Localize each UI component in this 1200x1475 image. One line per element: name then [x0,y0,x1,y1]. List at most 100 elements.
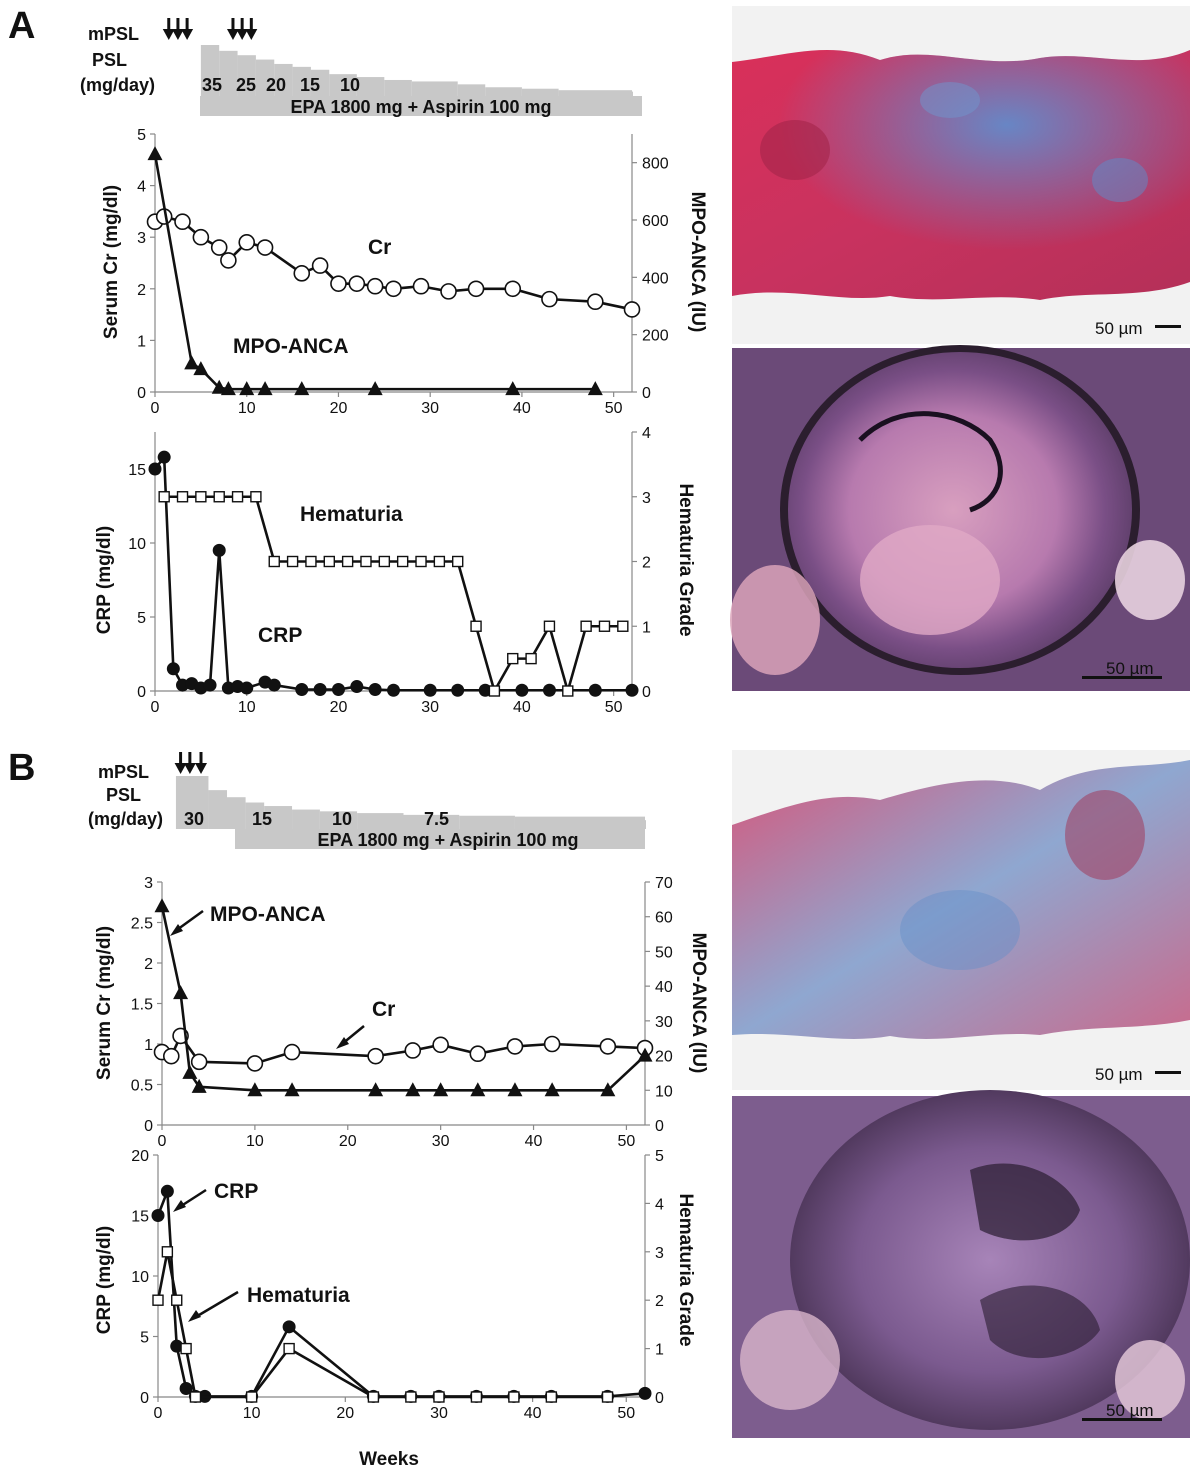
b-top-scale-label: 50 µm [1095,1065,1143,1084]
b-bottom-scale-bar [1082,1418,1162,1421]
psl-taper-bars-a [200,45,633,96]
a-bottom-scale-bar [1082,676,1162,679]
b-bottom-right-axis-title: Hematuria Grade [675,1193,696,1346]
b-crp-series-label: CRP [214,1180,258,1203]
psl-step-bar [485,87,522,96]
cr-point [330,275,347,292]
crp-point [350,680,364,694]
a-bottom-scale-label: 50 µm [1106,659,1154,678]
mpo-anca-point [433,1082,449,1097]
cr-point [504,280,522,298]
mpo-anca-point [637,1047,653,1062]
crp-point [478,683,492,697]
y-left-tick-label: 5 [137,127,146,144]
psl-dose-10-b: 10 [332,809,352,829]
y-left-tick-label: 2.5 [131,916,153,933]
crp-series-line [156,1190,646,1398]
y-left-tick-label: 1.5 [131,997,153,1014]
a-top-right-axis-title: MPO-ANCA (IU) [687,192,708,333]
x-tick-label: 10 [243,1405,261,1422]
psl-step-bar [227,797,246,829]
panel-letter-b: B [8,747,35,789]
cr-point [469,1045,487,1063]
hematuria-point [378,555,391,568]
x-tick-label: 30 [421,400,439,417]
hematuria-point [341,555,354,568]
hematuria-point [213,491,225,503]
crp-point [638,1386,652,1400]
cr-point [432,1036,449,1054]
crp-point [515,683,529,697]
y-left-tick-label: 15 [128,462,146,479]
x-tick-label: 0 [151,699,160,716]
psl-step-bar [357,813,404,829]
epa-label-b: EPA 1800 mg + Aspirin 100 mg [318,830,579,850]
unit-label-b: (mg/day) [88,809,163,829]
crp-point [625,683,639,697]
mpsl-pulse-arrow-head [171,29,184,40]
cr-point [192,228,210,246]
mpsl-pulse-arrow-head [195,763,208,774]
hematuria-point [598,620,611,632]
mpsl-label-b: mPSL [98,762,149,782]
y-left-tick-label: 0 [137,684,146,701]
crp-point [313,683,327,697]
y-left-tick-label: 0 [140,1390,149,1407]
y-right-tick-label: 4 [642,425,651,442]
y-left-tick-label: 2 [144,956,153,973]
crp-point [203,678,217,692]
mpo-anca-series-line [153,153,596,391]
x-axis-title-weeks: Weeks [359,1449,419,1470]
y-right-tick-label: 200 [642,328,669,345]
y-left-tick-label: 0 [137,385,146,402]
y-left-tick-label: 1 [137,333,146,350]
b-top-left-axis-title: Serum Cr (mg/dl) [94,926,115,1080]
mpsl-pulse-arrows-b [174,752,208,774]
epa-label-a: EPA 1800 mg + Aspirin 100 mg [291,97,552,117]
b-cr-series-label: Cr [372,998,395,1021]
hematuria-point [470,1391,483,1403]
cr-point [543,1035,561,1053]
mpo-anca-point [600,1082,616,1097]
y-right-tick-label: 600 [642,213,669,230]
y-right-tick-label: 400 [642,270,669,287]
psl-step-bar [264,806,293,829]
b-crp-pointer-head [173,1200,186,1212]
psl-step-bar [237,55,256,96]
a-bottom-right-axis-title: Hematuria Grade [675,483,696,636]
x-tick-label: 20 [339,1133,357,1150]
x-tick-label: 40 [525,1133,543,1150]
x-tick-label: 50 [605,400,623,417]
cr-point [190,1053,208,1071]
x-tick-label: 50 [605,699,623,716]
mpo-anca-point [173,985,189,1000]
a-anca-series-label: MPO-ANCA [233,335,349,358]
mpo-anca-point [405,1082,421,1097]
mpo-anca-point [294,381,310,396]
hematuria-point [508,1391,520,1403]
chart-a-crp-hematuria: 0 10 20 30 40 50 0 5 10 15 0 1 2 3 4 CRP (mg/dl) Hemat… [94,425,696,716]
y-right-tick-label: 1 [642,619,651,636]
x-tick-label: 30 [432,1133,450,1150]
mpsl-pulse-arrow-head [236,29,249,40]
x-tick-label: 0 [158,1133,167,1150]
psl-step-bar [521,88,559,96]
hematuria-point [323,555,335,568]
y-right-tick-label: 0 [655,1390,664,1407]
crp-point [160,1184,174,1198]
hematuria-point [601,1391,614,1403]
hematuria-point [617,620,629,632]
hematuria-point [189,1391,202,1403]
epa-bar-a [200,96,642,116]
hematuria-point [470,620,482,632]
crp-point [212,543,226,557]
psl-dose-25: 25 [236,75,256,95]
y-left-tick-label: 15 [131,1209,149,1226]
mpo-anca-point [505,381,521,396]
mpo-anca-point [154,898,170,913]
psl-step-bar [356,77,385,96]
hematuria-point [415,555,427,568]
x-tick-label: 0 [154,1405,163,1422]
cr-point [238,234,256,251]
